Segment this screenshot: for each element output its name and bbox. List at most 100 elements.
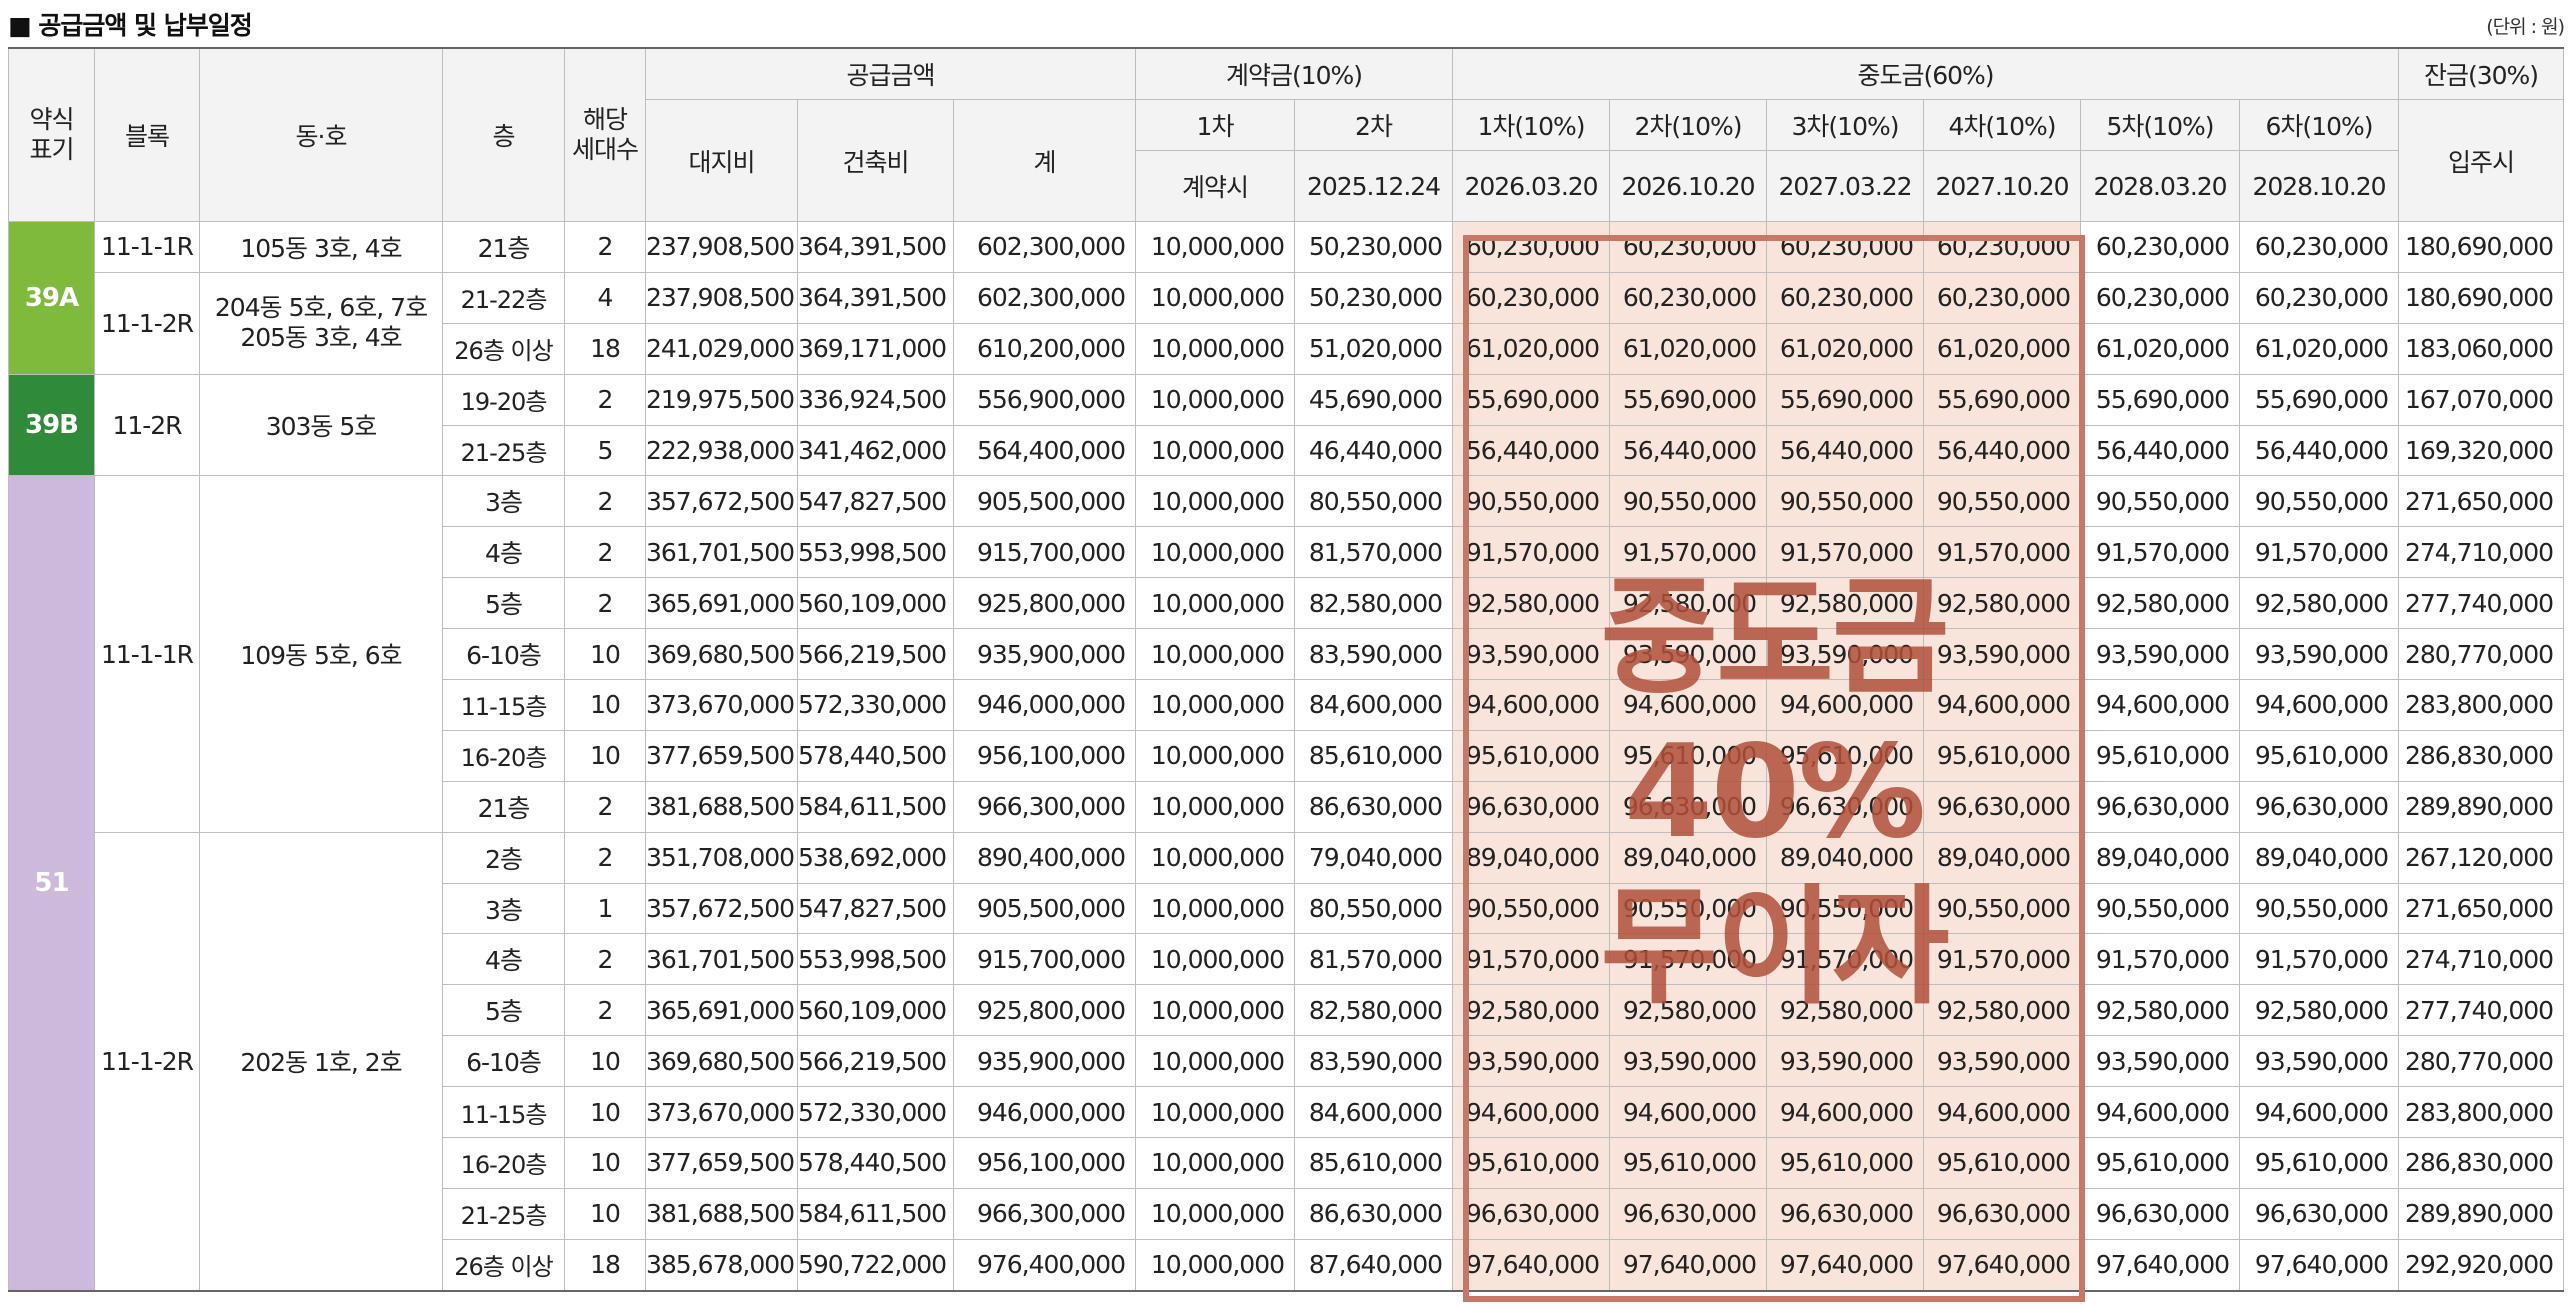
mid2-cell: 60,230,000 [1609, 221, 1768, 273]
dep2-cell: 84,600,000 [1293, 1086, 1454, 1139]
table-row: 16-20층 10 377,659,500 578,440,500 956,100,00… [9, 729, 2565, 782]
total-cell: 890,400,000 [953, 831, 1136, 884]
units-cell: 10 [564, 1137, 646, 1189]
header-mid1: 1차(10%) [1452, 99, 1611, 151]
mid2-cell: 93,590,000 [1609, 628, 1768, 681]
dep2-cell: 82,580,000 [1293, 984, 1454, 1037]
floor-cell: 16-20층 [442, 729, 565, 782]
land-cell: 237,908,500 [645, 271, 798, 324]
floor-cell: 26층 이상 [442, 1238, 565, 1292]
mid3-cell: 91,570,000 [1766, 933, 1925, 986]
total-cell: 935,900,000 [953, 1035, 1136, 1088]
dongho-cell: 202동 1호, 2호 [199, 831, 443, 1292]
floor-cell: 21층 [442, 780, 565, 833]
unit-label: (단위 : 원) [2486, 16, 2565, 38]
dep2-cell: 84,600,000 [1293, 679, 1454, 731]
dongho-cell: 105동 3호, 4호 [199, 221, 443, 273]
mid6-cell: 95,610,000 [2239, 729, 2400, 782]
units-cell: 18 [564, 1238, 646, 1292]
total-cell: 905,500,000 [953, 882, 1136, 935]
balance-cell: 277,740,000 [2398, 577, 2565, 630]
mid2-cell: 55,690,000 [1609, 373, 1768, 426]
units-cell: 2 [564, 933, 646, 986]
dep2-cell: 46,440,000 [1293, 424, 1454, 477]
mid3-cell: 93,590,000 [1766, 1035, 1925, 1088]
dep1-cell: 10,000,000 [1135, 1238, 1295, 1292]
floor-cell: 6-10층 [442, 1035, 565, 1088]
header-mid5-date: 2028.03.20 [2080, 150, 2241, 222]
balance-cell: 169,320,000 [2398, 424, 2565, 477]
dep2-cell: 45,690,000 [1293, 373, 1454, 426]
units-cell: 2 [564, 780, 646, 833]
total-cell: 966,300,000 [953, 1187, 1136, 1240]
dep2-cell: 81,570,000 [1293, 526, 1454, 579]
balance-cell: 283,800,000 [2398, 1086, 2565, 1139]
mid2-cell: 93,590,000 [1609, 1035, 1768, 1088]
header-mid1-date: 2026.03.20 [1452, 150, 1611, 222]
mid6-cell: 60,230,000 [2239, 221, 2400, 273]
balance-cell: 274,710,000 [2398, 526, 2565, 579]
balance-cell: 274,710,000 [2398, 933, 2565, 986]
mid5-cell: 93,590,000 [2080, 628, 2241, 681]
total-cell: 956,100,000 [953, 1137, 1136, 1189]
mid4-cell: 97,640,000 [1923, 1238, 2082, 1292]
mid4-cell: 89,040,000 [1923, 831, 2082, 884]
units-cell: 2 [564, 831, 646, 884]
dep1-cell: 10,000,000 [1135, 729, 1295, 782]
mid1-cell: 94,600,000 [1452, 1086, 1611, 1139]
header-mid6: 6차(10%) [2239, 99, 2400, 151]
mid1-cell: 91,570,000 [1452, 526, 1611, 579]
dep2-cell: 50,230,000 [1293, 271, 1454, 324]
mid2-cell: 90,550,000 [1609, 475, 1768, 528]
floor-cell: 5층 [442, 577, 565, 630]
mid6-cell: 90,550,000 [2239, 882, 2400, 935]
floor-cell: 21층 [442, 221, 565, 273]
header-mid3-date: 2027.03.22 [1766, 150, 1925, 222]
mid3-cell: 55,690,000 [1766, 373, 1925, 426]
mid4-cell: 94,600,000 [1923, 679, 2082, 731]
dep1-cell: 10,000,000 [1135, 271, 1295, 324]
land-cell: 365,691,000 [645, 577, 798, 630]
table-row: 6-10층 10 369,680,500 566,219,500 935,900,000… [9, 628, 2565, 681]
build-cell: 553,998,500 [797, 933, 954, 986]
build-cell: 369,171,000 [797, 322, 954, 375]
dep2-cell: 50,230,000 [1293, 221, 1454, 273]
land-cell: 357,672,500 [645, 475, 798, 528]
mid2-cell: 94,600,000 [1609, 679, 1768, 731]
table-body: 39A 11-1-1R 105동 3호, 4호 21층 2 237,908,500 364,… [8, 221, 2565, 1292]
land-cell: 373,670,000 [645, 1086, 798, 1139]
floor-cell: 2층 [442, 831, 565, 884]
total-cell: 610,200,000 [953, 322, 1136, 375]
mid6-cell: 97,640,000 [2239, 1238, 2400, 1292]
table-row: 26층 이상 18 385,678,000 590,722,000 976,400,00… [9, 1238, 2565, 1292]
mid3-cell: 96,630,000 [1766, 1187, 1925, 1240]
mid4-cell: 55,690,000 [1923, 373, 2082, 426]
land-cell: 377,659,500 [645, 1137, 798, 1189]
dep1-cell: 10,000,000 [1135, 424, 1295, 477]
units-cell: 10 [564, 679, 646, 731]
mid1-cell: 93,590,000 [1452, 1035, 1611, 1088]
balance-cell: 180,690,000 [2398, 271, 2565, 324]
page-title: ■ 공급금액 및 납부일정 [8, 11, 253, 40]
dep2-cell: 83,590,000 [1293, 1035, 1454, 1088]
mid6-cell: 95,610,000 [2239, 1137, 2400, 1189]
header-mid5: 5차(10%) [2080, 99, 2241, 151]
mid2-cell: 91,570,000 [1609, 933, 1768, 986]
table-row: 3층 1 357,672,500 547,827,500 905,500,000 10,0… [9, 882, 2565, 935]
floor-cell: 16-20층 [442, 1137, 565, 1189]
total-cell: 564,400,000 [953, 424, 1136, 477]
floor-cell: 3층 [442, 882, 565, 935]
table-row: 4층 2 361,701,500 553,998,500 915,700,000 10,0… [9, 526, 2565, 579]
units-cell: 2 [564, 373, 646, 426]
land-cell: 241,029,000 [645, 322, 798, 375]
header-balance: 잔금(30%) [2398, 47, 2565, 100]
land-cell: 361,701,500 [645, 933, 798, 986]
mid6-cell: 89,040,000 [2239, 831, 2400, 884]
floor-cell: 21-25층 [442, 424, 565, 477]
table-row: 16-20층 10 377,659,500 578,440,500 956,100,00… [9, 1137, 2565, 1189]
build-cell: 566,219,500 [797, 1035, 954, 1088]
mid2-cell: 97,640,000 [1609, 1238, 1768, 1292]
mid5-cell: 55,690,000 [2080, 373, 2241, 426]
dep1-cell: 10,000,000 [1135, 679, 1295, 731]
mid1-cell: 93,590,000 [1452, 628, 1611, 681]
